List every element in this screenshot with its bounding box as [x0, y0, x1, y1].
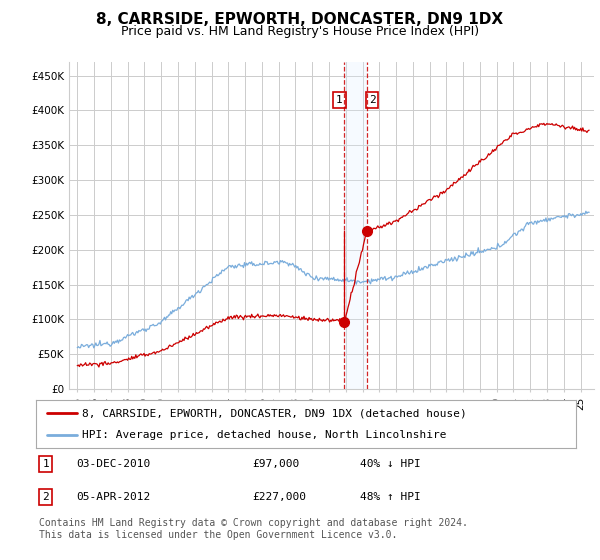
Text: 8, CARRSIDE, EPWORTH, DONCASTER, DN9 1DX: 8, CARRSIDE, EPWORTH, DONCASTER, DN9 1DX	[97, 12, 503, 27]
Text: 2: 2	[369, 95, 376, 105]
Text: 1: 1	[336, 95, 343, 105]
Text: 48% ↑ HPI: 48% ↑ HPI	[360, 492, 421, 502]
Text: £97,000: £97,000	[252, 459, 299, 469]
Text: 05-APR-2012: 05-APR-2012	[77, 492, 151, 502]
Text: 03-DEC-2010: 03-DEC-2010	[77, 459, 151, 469]
Text: £227,000: £227,000	[252, 492, 306, 502]
Bar	[344, 62, 367, 389]
Text: 1: 1	[43, 459, 49, 469]
Text: 8, CARRSIDE, EPWORTH, DONCASTER, DN9 1DX (detached house): 8, CARRSIDE, EPWORTH, DONCASTER, DN9 1DX…	[82, 408, 467, 418]
Text: Price paid vs. HM Land Registry's House Price Index (HPI): Price paid vs. HM Land Registry's House …	[121, 25, 479, 38]
Text: Contains HM Land Registry data © Crown copyright and database right 2024.
This d: Contains HM Land Registry data © Crown c…	[39, 518, 468, 540]
Text: HPI: Average price, detached house, North Lincolnshire: HPI: Average price, detached house, Nort…	[82, 430, 446, 440]
Text: 40% ↓ HPI: 40% ↓ HPI	[360, 459, 421, 469]
Text: 2: 2	[43, 492, 49, 502]
